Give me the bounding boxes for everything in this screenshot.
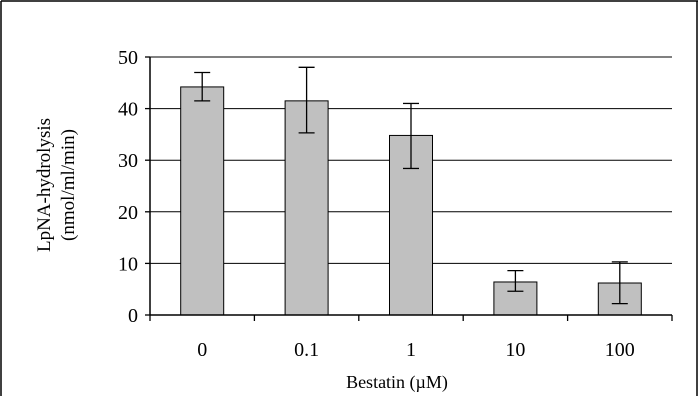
y-axis-label-line1: LpNA-hydrolysis	[34, 118, 55, 252]
bar-0	[180, 86, 225, 316]
error-bar-1	[403, 102, 419, 170]
error-bar-10	[507, 269, 524, 292]
error-bar-0	[194, 71, 211, 102]
y-tick-label-40: 40	[118, 99, 138, 121]
x-tick-label-0: 0	[197, 339, 207, 361]
y-tick-label-50: 50	[118, 47, 138, 69]
x-tick-label-10: 10	[505, 339, 525, 361]
bar-0.1	[284, 100, 329, 316]
x-tick-label-1: 1	[406, 339, 416, 361]
x-axis-label: Bestatin (µM)	[346, 372, 448, 393]
x-tick-label-100: 100	[605, 339, 635, 361]
axes	[145, 56, 673, 321]
y-tick-labels: 0 10 20 30 40 50	[118, 47, 138, 327]
y-tick-label-0: 0	[128, 305, 138, 327]
error-bar-100	[611, 261, 628, 305]
y-tick-label-30: 30	[118, 150, 138, 172]
error-bar-0.1	[298, 66, 315, 134]
error-bars	[194, 66, 628, 305]
y-tick-label-10: 10	[118, 253, 138, 275]
y-tick-label-20: 20	[118, 202, 138, 224]
y-axis-label-line2: (nmol/ml/min)	[58, 129, 79, 241]
bars	[180, 86, 642, 316]
x-tick-labels: 0 0.1 1 10 100	[197, 339, 635, 361]
x-tick-label-0.1: 0.1	[294, 339, 319, 361]
